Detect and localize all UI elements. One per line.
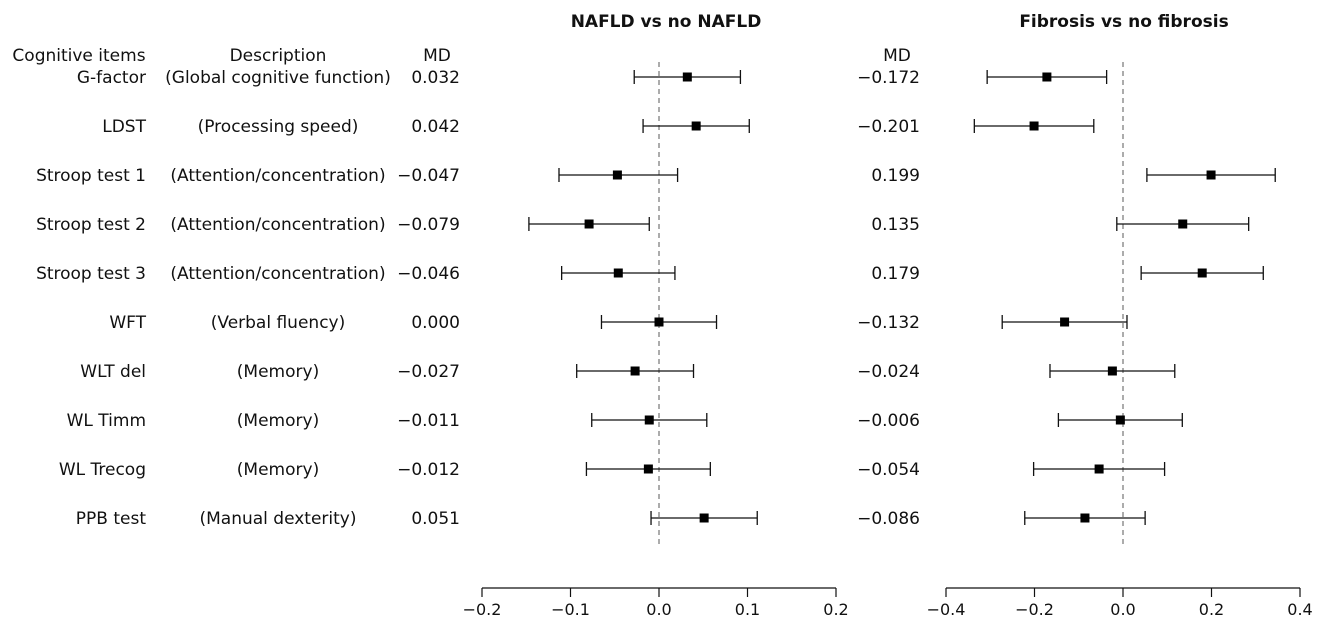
md-value-label: 0.051	[411, 509, 460, 529]
row-description: (Attention/concentration)	[170, 215, 385, 235]
point-estimate	[612, 170, 622, 180]
md-value-label: 0.000	[411, 313, 460, 333]
point-estimate	[691, 121, 701, 131]
md-value-label: −0.201	[857, 117, 920, 137]
row-description: (Global cognitive function)	[165, 68, 391, 88]
row-item-label: Stroop test 2	[36, 215, 146, 235]
forest-panel-nafld: −0.2 −0.1 0.0 0.1 0.2 0.032 0.042 −0.047 −0.079 −…	[397, 62, 849, 619]
x-tick-label: 0.2	[1199, 600, 1224, 619]
md-value-label: 0.135	[871, 215, 920, 235]
row-description: (Processing speed)	[198, 117, 359, 137]
md-value-label: −0.172	[857, 68, 920, 88]
md-value-label: −0.024	[857, 362, 920, 382]
x-tick-label: 0.0	[1110, 600, 1135, 619]
md-value-label: −0.086	[857, 509, 920, 529]
point-estimate	[1042, 72, 1052, 82]
point-estimate	[1080, 513, 1090, 523]
point-estimate	[654, 317, 664, 327]
row-item-label: WL Timm	[67, 411, 146, 431]
point-estimate	[613, 268, 623, 278]
point-estimate	[1029, 121, 1039, 131]
md-value-label: −0.047	[397, 166, 460, 186]
point-estimate	[1094, 464, 1104, 474]
md-value-label: 0.179	[871, 264, 920, 284]
row-description: (Attention/concentration)	[170, 264, 385, 284]
point-estimate	[682, 72, 692, 82]
header-md-nafld: MD	[423, 46, 451, 66]
x-tick-label: 0.2	[823, 600, 848, 619]
header-description: Description	[230, 46, 327, 66]
md-value-label: 0.199	[871, 166, 920, 186]
x-tick-label: −0.2	[1015, 600, 1054, 619]
point-estimate	[584, 219, 594, 229]
point-estimate	[1107, 366, 1117, 376]
row-item-label: Stroop test 3	[36, 264, 146, 284]
md-value-label: −0.011	[397, 411, 460, 431]
x-tick-label: −0.4	[927, 600, 966, 619]
point-estimate	[644, 415, 654, 425]
md-value-label: −0.132	[857, 313, 920, 333]
row-description: (Memory)	[237, 362, 319, 382]
panel-title-fibrosis: Fibrosis vs no fibrosis	[1019, 12, 1228, 32]
row-description: (Manual dexterity)	[199, 509, 356, 529]
point-estimate	[630, 366, 640, 376]
row-item-label: WL Trecog	[59, 460, 146, 480]
row-item-label: PPB test	[76, 509, 147, 529]
row-item-label: WFT	[109, 313, 146, 333]
point-estimate	[699, 513, 709, 523]
point-estimate	[1178, 219, 1188, 229]
table-rows: G-factor (Global cognitive function) LDST (…	[36, 68, 391, 529]
forest-panel-fibrosis: −0.4 −0.2 0.0 0.2 0.4 −0.172 −0.201 0.199 0.135 0…	[857, 62, 1313, 619]
panel-title-nafld: NAFLD vs no NAFLD	[571, 12, 762, 32]
md-value-label: 0.042	[411, 117, 460, 137]
md-value-label: −0.012	[397, 460, 460, 480]
x-tick-label: −0.1	[551, 600, 590, 619]
point-estimate	[643, 464, 653, 474]
md-value-label: −0.027	[397, 362, 460, 382]
md-value-label: 0.032	[411, 68, 460, 88]
md-value-label: −0.054	[857, 460, 920, 480]
point-estimate	[1197, 268, 1207, 278]
row-item-label: WLT del	[80, 362, 146, 382]
row-item-label: Stroop test 1	[36, 166, 146, 186]
row-description: (Memory)	[237, 411, 319, 431]
point-estimate	[1206, 170, 1216, 180]
header-md-fibrosis: MD	[883, 46, 911, 66]
row-description: (Attention/concentration)	[170, 166, 385, 186]
row-item-label: G-factor	[77, 68, 146, 88]
md-value-label: −0.006	[857, 411, 920, 431]
point-estimate	[1060, 317, 1070, 327]
x-tick-label: −0.2	[463, 600, 502, 619]
md-value-label: −0.046	[397, 264, 460, 284]
x-tick-label: 0.0	[646, 600, 671, 619]
point-estimate	[1115, 415, 1125, 425]
x-tick-label: 0.1	[735, 600, 760, 619]
md-value-label: −0.079	[397, 215, 460, 235]
row-item-label: LDST	[102, 117, 146, 137]
row-description: (Verbal fluency)	[211, 313, 345, 333]
row-description: (Memory)	[237, 460, 319, 480]
x-tick-label: 0.4	[1287, 600, 1312, 619]
header-cognitive-items: Cognitive items	[12, 46, 145, 66]
